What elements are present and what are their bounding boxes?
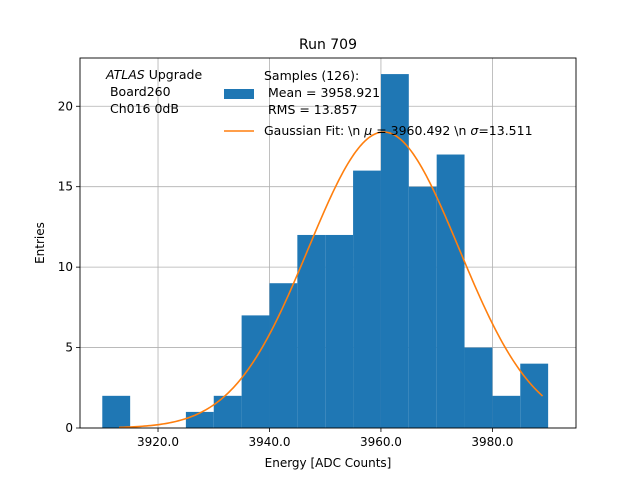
x-tick-label-1: 3940.0 bbox=[248, 435, 290, 449]
y-tick-label-3: 15 bbox=[58, 180, 73, 194]
legend-fit-label: Gaussian Fit: \n μ = 3960.492 \n σ=13.51… bbox=[264, 123, 533, 138]
legend: Samples (126): Mean = 3958.921 RMS = 13.… bbox=[224, 68, 533, 138]
chart-title: Run 709 bbox=[299, 37, 357, 53]
annotation-line-1: ATLAS Upgrade bbox=[105, 67, 202, 82]
y-tick-label-1: 5 bbox=[65, 341, 73, 355]
histogram-bar-3 bbox=[185, 411, 214, 428]
histogram-bar-11 bbox=[408, 186, 437, 428]
histogram-bar-4 bbox=[213, 395, 242, 428]
legend-samples-line-1: Samples (126): bbox=[264, 68, 359, 83]
atlas-annotation: ATLAS Upgrade Board260 Ch016 0dB bbox=[105, 67, 202, 116]
histogram-bar-7 bbox=[297, 234, 326, 428]
legend-samples-line-2: Mean = 3958.921 bbox=[264, 85, 380, 100]
histogram-bar-13 bbox=[464, 347, 493, 428]
legend-samples-line-3: RMS = 13.857 bbox=[264, 102, 358, 117]
annotation-line-2: Board260 bbox=[106, 84, 171, 99]
histogram-bar-15 bbox=[520, 363, 549, 428]
y-axis-ticks: 0 5 10 15 20 bbox=[58, 99, 80, 435]
y-tick-label-0: 0 bbox=[65, 421, 73, 435]
histogram-bar-0 bbox=[102, 395, 131, 428]
y-tick-label-4: 20 bbox=[58, 99, 73, 113]
histogram-bar-14 bbox=[492, 395, 521, 428]
plot-frame bbox=[79, 57, 577, 429]
histogram-bar-10 bbox=[380, 74, 409, 428]
x-tick-label-2: 3960.0 bbox=[360, 435, 402, 449]
histogram-bars bbox=[102, 74, 549, 429]
y-tick-label-2: 10 bbox=[58, 260, 73, 274]
legend-samples-swatch bbox=[224, 89, 254, 99]
histogram-bar-12 bbox=[436, 154, 465, 429]
x-axis-ticks: 3920.0 3940.0 3960.0 3980.0 bbox=[137, 428, 513, 449]
x-tick-label-0: 3920.0 bbox=[137, 435, 179, 449]
y-axis-label: Entries bbox=[33, 222, 47, 264]
x-axis-label: Energy [ADC Counts] bbox=[265, 456, 392, 470]
x-tick-label-3: 3980.0 bbox=[471, 435, 513, 449]
gaussian-fit-curve bbox=[118, 131, 544, 429]
histogram-bar-8 bbox=[325, 234, 354, 428]
annotation-line-3: Ch016 0dB bbox=[106, 101, 179, 116]
histogram-bar-9 bbox=[353, 170, 381, 428]
